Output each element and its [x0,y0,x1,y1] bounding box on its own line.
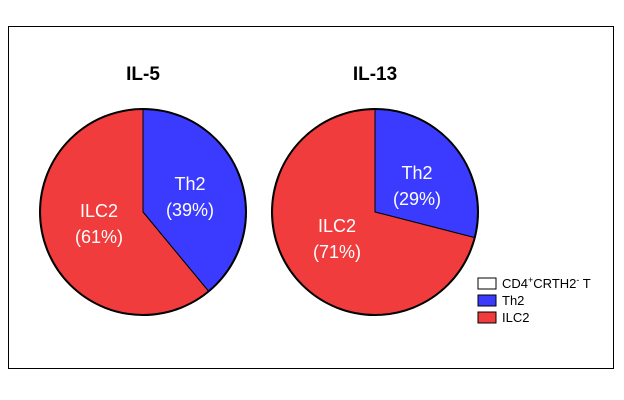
slice-label: (71%) [313,242,361,262]
legend-swatch [477,311,497,324]
legend-label: Th2 [502,293,524,308]
slice-label: (29%) [393,189,441,209]
pie-title-il13: IL-13 [353,64,397,85]
slice-label: ILC2 [318,216,356,236]
pie-title-il5: IL-5 [126,64,160,85]
slice-label: (39%) [166,200,214,220]
slice-label: (61%) [75,227,123,247]
legend-label: ILC2 [502,310,529,325]
legend-label: CD4+CRTH2- T [502,275,591,291]
pie-outline [39,108,247,316]
legend: CD4+CRTH2- T Th2 ILC2 [477,275,591,325]
slice-label: Th2 [174,174,205,194]
legend-swatch [477,294,497,307]
slice-label: Th2 [401,163,432,183]
pie-outline [271,108,479,316]
legend-swatch [477,277,497,290]
slice-label: ILC2 [80,201,118,221]
